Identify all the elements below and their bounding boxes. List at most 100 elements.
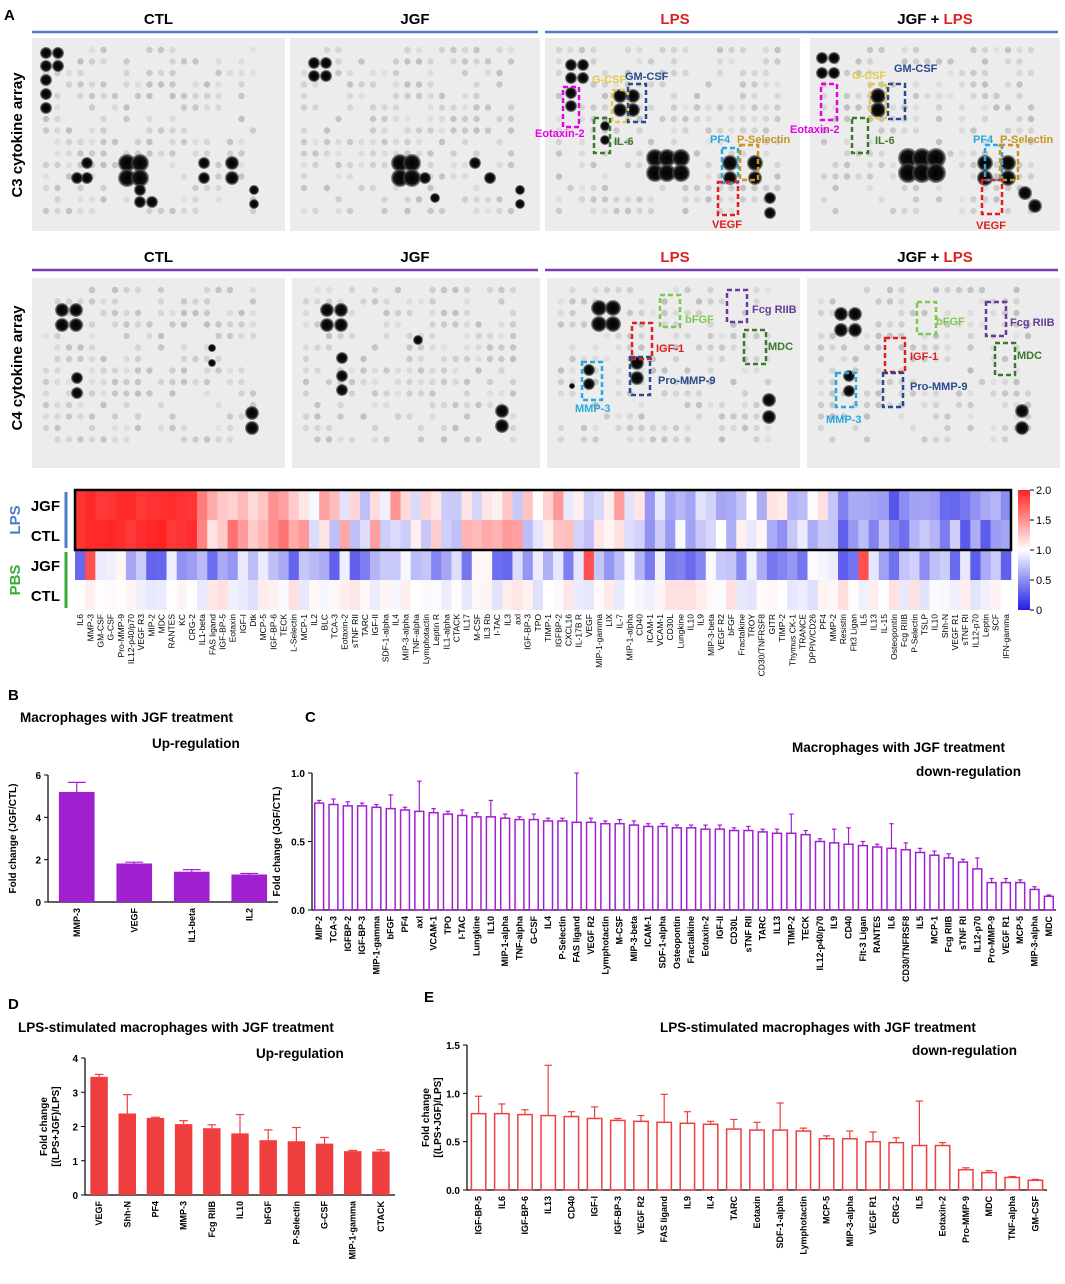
heatmap-cell (237, 550, 249, 580)
y-tick-label: 2 (35, 856, 41, 867)
heatmap-col-label: KC (177, 614, 187, 626)
heatmap-cell (420, 550, 432, 580)
heatmap-cell (929, 490, 941, 520)
heatmap-cell (207, 490, 218, 520)
bar (929, 854, 940, 911)
bar (1043, 895, 1055, 911)
heatmap-cell (461, 580, 473, 610)
heatmap-cell (939, 550, 951, 580)
x-tick-label: Lungkine (472, 916, 482, 956)
bar (471, 816, 482, 911)
x-tick-label: Shh-N (122, 1201, 132, 1228)
callout-label: Pro-MMP-9 (658, 375, 715, 387)
heatmap-cell (237, 580, 249, 610)
heatmap-cell (532, 580, 544, 610)
heatmap-cell (207, 520, 218, 550)
x-tick-label: IL12-p70 (972, 916, 982, 953)
callout-label: G-CSF (852, 70, 887, 82)
heatmap-cell (339, 490, 350, 520)
heatmap-col-label: MCP-5 (258, 614, 268, 641)
heatmap-cell (186, 490, 198, 520)
heatmap-cell (75, 550, 86, 580)
heatmap-col-label: IL5 (859, 614, 869, 626)
heatmap-col-label: P-Selectin (909, 614, 919, 653)
heatmap-cell (258, 490, 269, 520)
heatmap-cell (125, 550, 137, 580)
heatmap-cell (563, 550, 574, 580)
chart-subtitle: down-regulation (916, 764, 1021, 779)
callout-label: bFGF (936, 316, 965, 328)
heatmap-cell (614, 550, 625, 580)
heatmap-cell (349, 490, 361, 520)
heatmap-col-label: CD30L (665, 614, 675, 641)
heatmap-row-label: JGF (31, 558, 60, 575)
heatmap-cell (868, 490, 880, 520)
bar (614, 822, 625, 911)
heatmap-cell (95, 490, 106, 520)
heatmap-cell (777, 490, 788, 520)
heatmap-cell (817, 490, 829, 520)
heatmap-cell (827, 580, 839, 610)
heatmap-cell (400, 520, 412, 550)
heatmap-cell (715, 580, 727, 610)
callout-label: IL-6 (614, 136, 634, 148)
heatmap-cell (665, 520, 676, 550)
y-tick-label: 3 (72, 1088, 78, 1099)
bar (313, 802, 325, 911)
bar (600, 822, 611, 911)
heatmap-cell (644, 520, 656, 550)
bar (371, 806, 382, 911)
heatmap-cell (624, 520, 635, 550)
heatmap-col-label: G-CSF (106, 614, 116, 640)
bar (743, 829, 754, 911)
heatmap-col-label: Dtk (248, 613, 258, 627)
callout-box (881, 371, 905, 409)
heatmap-cell (115, 580, 127, 610)
heatmap-cell (247, 550, 259, 580)
y-tick-label: 2 (72, 1123, 78, 1134)
bar (470, 1112, 487, 1191)
x-tick-label: IL13 (772, 916, 782, 934)
heatmap-cell (481, 550, 493, 580)
heatmap-col-label: CXCL16 (563, 614, 573, 646)
heatmap-cell (593, 580, 605, 610)
heatmap-col-label: LIX (604, 614, 614, 627)
heatmap-row-label: CTL (31, 588, 60, 605)
condition-header: JGF + LPS (897, 11, 972, 28)
heatmap-cell (593, 550, 605, 580)
heatmap-cell (726, 550, 737, 580)
heatmap-cell (909, 520, 920, 550)
x-tick-label: VCAM-1 (429, 916, 439, 951)
colorbar-tick: 0.5 (1036, 575, 1051, 587)
callout-box (658, 293, 682, 329)
heatmap-cell (970, 550, 981, 580)
heatmap-cell (390, 550, 401, 580)
heatmap-cell (359, 550, 371, 580)
heatmap-cell (441, 520, 452, 550)
bar (585, 821, 597, 911)
heatmap-cell (258, 580, 269, 610)
heatmap-cell (492, 550, 503, 580)
heatmap-col-label: Pro-MMP-9 (116, 614, 126, 658)
heatmap-cell (838, 580, 849, 610)
heatmap-cell (634, 520, 646, 550)
x-tick-label: IGF-BP-3 (613, 1196, 623, 1235)
heatmap-cell (380, 490, 391, 520)
condition-header: CTL (144, 249, 173, 266)
x-tick-label: MMP-3 (72, 908, 82, 937)
heatmap-col-label: BLC (319, 614, 329, 631)
x-tick-label: bFGF (263, 1201, 273, 1225)
bar (173, 871, 210, 902)
heatmap-cell (309, 490, 320, 520)
bar (90, 1076, 108, 1195)
heatmap-cell (878, 520, 890, 550)
bar (563, 1115, 580, 1191)
x-tick-label: P-Selectin (557, 916, 567, 960)
heatmap-cell (817, 580, 829, 610)
heatmap-cell (634, 490, 646, 520)
x-tick-label: PF4 (151, 1201, 161, 1218)
callout-box (886, 82, 907, 121)
heatmap-cell (339, 550, 350, 580)
heatmap-cell (827, 520, 839, 550)
x-tick-label: MIP-1-alpha (500, 915, 510, 967)
